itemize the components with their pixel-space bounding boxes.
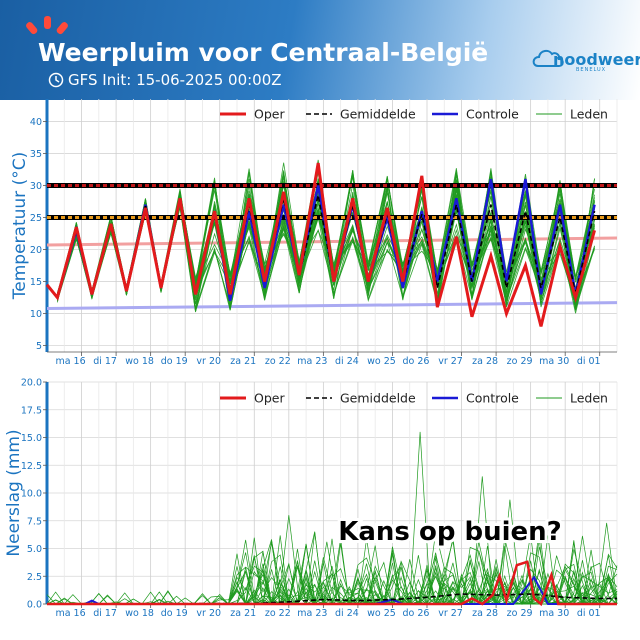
- temp-y-tick-label: 35: [30, 149, 42, 160]
- precip-legend-label: Oper: [254, 391, 285, 406]
- temp-x-tick-label: za 28: [472, 356, 498, 367]
- page-title: Weerpluim voor Centraal-België: [38, 38, 489, 67]
- logo-name: noodweer: [553, 50, 640, 69]
- precip-series-gemiddelde: [46, 593, 617, 605]
- precip-x-tick-label: di 01: [577, 608, 601, 619]
- precip-legend-label: Leden: [570, 391, 608, 406]
- precip-x-tick-label: zo 29: [507, 608, 533, 619]
- precip-x-tick-label: za 21: [230, 608, 256, 619]
- temp-x-tick-label: ma 23: [297, 356, 327, 367]
- temp-x-tick-label: wo 18: [125, 356, 154, 367]
- clock-icon: [48, 72, 64, 88]
- precip-y-tick-label: 5.0: [27, 544, 42, 555]
- temp-x-tick-label: di 24: [335, 356, 359, 367]
- logo-subtitle: BENELUX: [576, 67, 607, 73]
- temp-x-tick-label: ma 16: [55, 356, 85, 367]
- precip-y-tick-label: 20.0: [21, 378, 42, 389]
- temp-y-axis-label: Temperatuur (°C): [10, 152, 30, 300]
- temp-x-tick-label: do 26: [403, 356, 430, 367]
- temp-y-tick-label: 5: [36, 341, 42, 352]
- precip-y-axis-label: Neerslag (mm): [4, 429, 24, 556]
- temp-x-tick-label: vr 27: [438, 356, 463, 367]
- temp-legend-label: Controle: [466, 107, 519, 122]
- annotation-text: Kans op buien?: [338, 517, 562, 547]
- precip-x-tick-label: wo 18: [125, 608, 154, 619]
- temp-x-tick-label: di 17: [93, 356, 117, 367]
- precip-y-tick-label: 10.0: [21, 489, 42, 500]
- precip-y-tick-label: 7.5: [27, 516, 42, 527]
- precip-panel: [43, 381, 618, 608]
- sun-logo-icon: [26, 16, 68, 35]
- temp-y-tick-label: 10: [30, 309, 42, 320]
- precip-x-tick-label: di 24: [335, 608, 359, 619]
- temp-x-tick-label: ma 30: [539, 356, 569, 367]
- precip-x-tick-label: do 19: [161, 608, 188, 619]
- temp-x-tick-label: di 01: [577, 356, 601, 367]
- precip-legend-label: Gemiddelde: [340, 391, 416, 406]
- precip-x-tick-label: ma 16: [55, 608, 85, 619]
- precip-x-tick-label: ma 23: [297, 608, 327, 619]
- precip-x-tick-label: zo 22: [265, 608, 291, 619]
- precip-y-tick-label: 12.5: [21, 461, 42, 472]
- temp-y-tick-label: 20: [30, 245, 42, 256]
- cloud-logo-icon: [532, 49, 564, 67]
- temp-y-tick-label: 25: [30, 213, 42, 224]
- temp-x-tick-label: do 19: [161, 356, 188, 367]
- precip-y-tick-label: 0.0: [27, 600, 42, 611]
- temp-series-oper: [45, 162, 596, 327]
- precip-legend-label: Controle: [466, 391, 519, 406]
- precip-y-tick-label: 2.5: [27, 572, 42, 583]
- precip-x-tick-label: ma 30: [539, 608, 569, 619]
- climate-min-line: [46, 301, 618, 310]
- precip-series-oper: [47, 560, 617, 607]
- temp-y-tick-label: 15: [30, 277, 42, 288]
- climate-max-line: [46, 236, 618, 247]
- temp-x-tick-label: wo 25: [367, 356, 396, 367]
- precip-member-spike: [409, 431, 431, 605]
- temp-x-tick-label: za 21: [230, 356, 256, 367]
- precip-x-tick-label: do 26: [403, 608, 430, 619]
- temp-y-tick-label: 40: [30, 117, 42, 128]
- temp-legend-label: Gemiddelde: [340, 107, 416, 122]
- temp-y-tick-label: 30: [30, 181, 42, 192]
- precip-x-tick-label: di 17: [93, 608, 117, 619]
- temp-x-tick-label: zo 22: [265, 356, 291, 367]
- precip-x-tick-label: za 28: [472, 608, 498, 619]
- precip-member-spike: [471, 476, 493, 605]
- init-time: GFS Init: 15-06-2025 00:00Z: [48, 71, 282, 89]
- precip-x-tick-label: wo 25: [367, 608, 396, 619]
- precip-member-spike: [278, 515, 300, 605]
- header-banner: Weerpluim voor Centraal-België GFS Init:…: [0, 0, 640, 100]
- precip-x-tick-label: vr 20: [196, 608, 221, 619]
- init-text: GFS Init: 15-06-2025 00:00Z: [68, 71, 282, 89]
- temp-x-tick-label: zo 29: [507, 356, 533, 367]
- temp-x-tick-label: vr 20: [196, 356, 221, 367]
- precip-y-tick-label: 17.5: [21, 405, 42, 416]
- temp-legend-label: Leden: [570, 107, 608, 122]
- precip-y-tick-label: 15.0: [21, 433, 42, 444]
- precip-member-spike: [595, 522, 618, 605]
- temp-panel: [43, 99, 618, 356]
- precip-member-spike: [316, 541, 338, 605]
- precip-x-tick-label: vr 27: [438, 608, 463, 619]
- temp-legend-label: Oper: [254, 107, 285, 122]
